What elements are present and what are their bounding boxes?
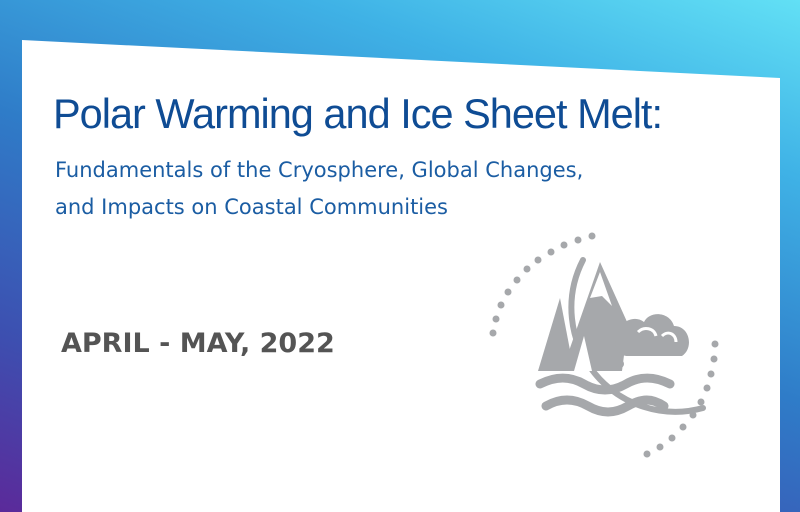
melting-ice-cloud-icon [607, 314, 689, 368]
iceberg-emblem-icon [489, 232, 719, 458]
ring-dotted-arc-icon [489, 232, 719, 458]
subtitle-line-1: Fundamentals of the Cryosphere, Global C… [55, 158, 584, 182]
event-dates: APRIL - MAY, 2022 [61, 328, 335, 359]
page-title: Polar Warming and Ice Sheet Melt: [53, 90, 663, 137]
ring-solid-arc-icon [568, 257, 706, 415]
iceberg-icon [538, 262, 628, 371]
subtitle-line-2: and Impacts on Coastal Communities [55, 195, 449, 219]
waves-icon [535, 373, 675, 417]
subtitle: Fundamentals of the Cryosphere, Global C… [55, 152, 583, 226]
